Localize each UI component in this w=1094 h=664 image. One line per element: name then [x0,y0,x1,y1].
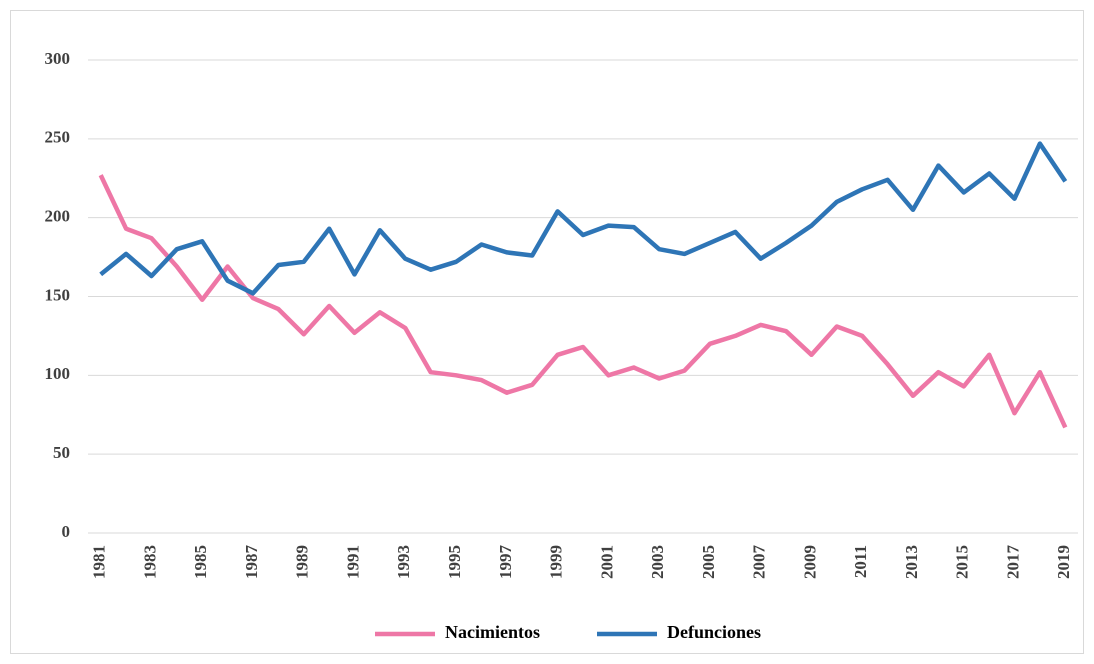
x-tick-label: 2005 [699,545,718,579]
x-tick-label: 1983 [140,545,159,579]
x-tick-label: 1981 [90,545,109,579]
x-tick-label: 1987 [242,545,261,580]
x-tick-label: 2011 [851,545,870,578]
x-tick-label: 2015 [953,545,972,579]
x-tick-label: 1991 [343,545,362,579]
y-tick-label: 150 [45,285,71,304]
x-tick-label: 1995 [445,545,464,579]
x-tick-label: 2017 [1003,545,1022,580]
y-tick-label: 300 [45,49,71,68]
x-tick-label: 1999 [547,545,566,579]
line [98,174,1068,429]
chart-border [10,10,1084,654]
x-tick-label: 1993 [394,545,413,579]
x-tick-label: 2013 [902,545,921,579]
y-tick-label: 200 [45,207,71,226]
legend-label: Nacimientos [445,622,540,642]
x-tick-label: 2007 [750,545,769,580]
x-tick-label: 2019 [1054,545,1073,579]
y-tick-label: 100 [45,364,71,383]
x-tick-label: 2009 [800,545,819,579]
x-tick-label: 2001 [597,545,616,579]
x-tick-label: 2003 [648,545,667,579]
x-tick-label: 1989 [293,545,312,579]
legend-label: Defunciones [667,622,761,642]
x-tick-label: 1997 [496,545,515,580]
y-tick-label: 50 [53,443,70,462]
line [99,141,1068,296]
x-tick-label: 1985 [191,545,210,579]
y-tick-label: 250 [45,128,71,147]
y-tick-label: 0 [62,522,71,541]
